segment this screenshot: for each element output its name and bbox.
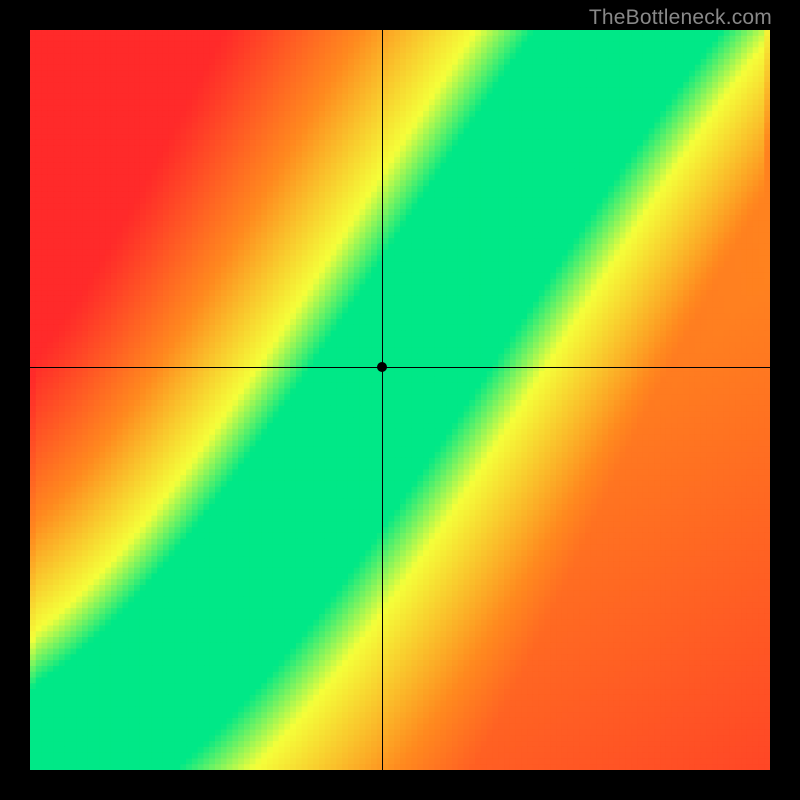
- plot-area: [30, 30, 770, 770]
- crosshair-horizontal: [30, 367, 770, 368]
- selection-marker-dot[interactable]: [377, 362, 387, 372]
- watermark-text: TheBottleneck.com: [589, 6, 772, 30]
- bottleneck-heatmap: [30, 30, 770, 770]
- crosshair-vertical: [382, 30, 383, 770]
